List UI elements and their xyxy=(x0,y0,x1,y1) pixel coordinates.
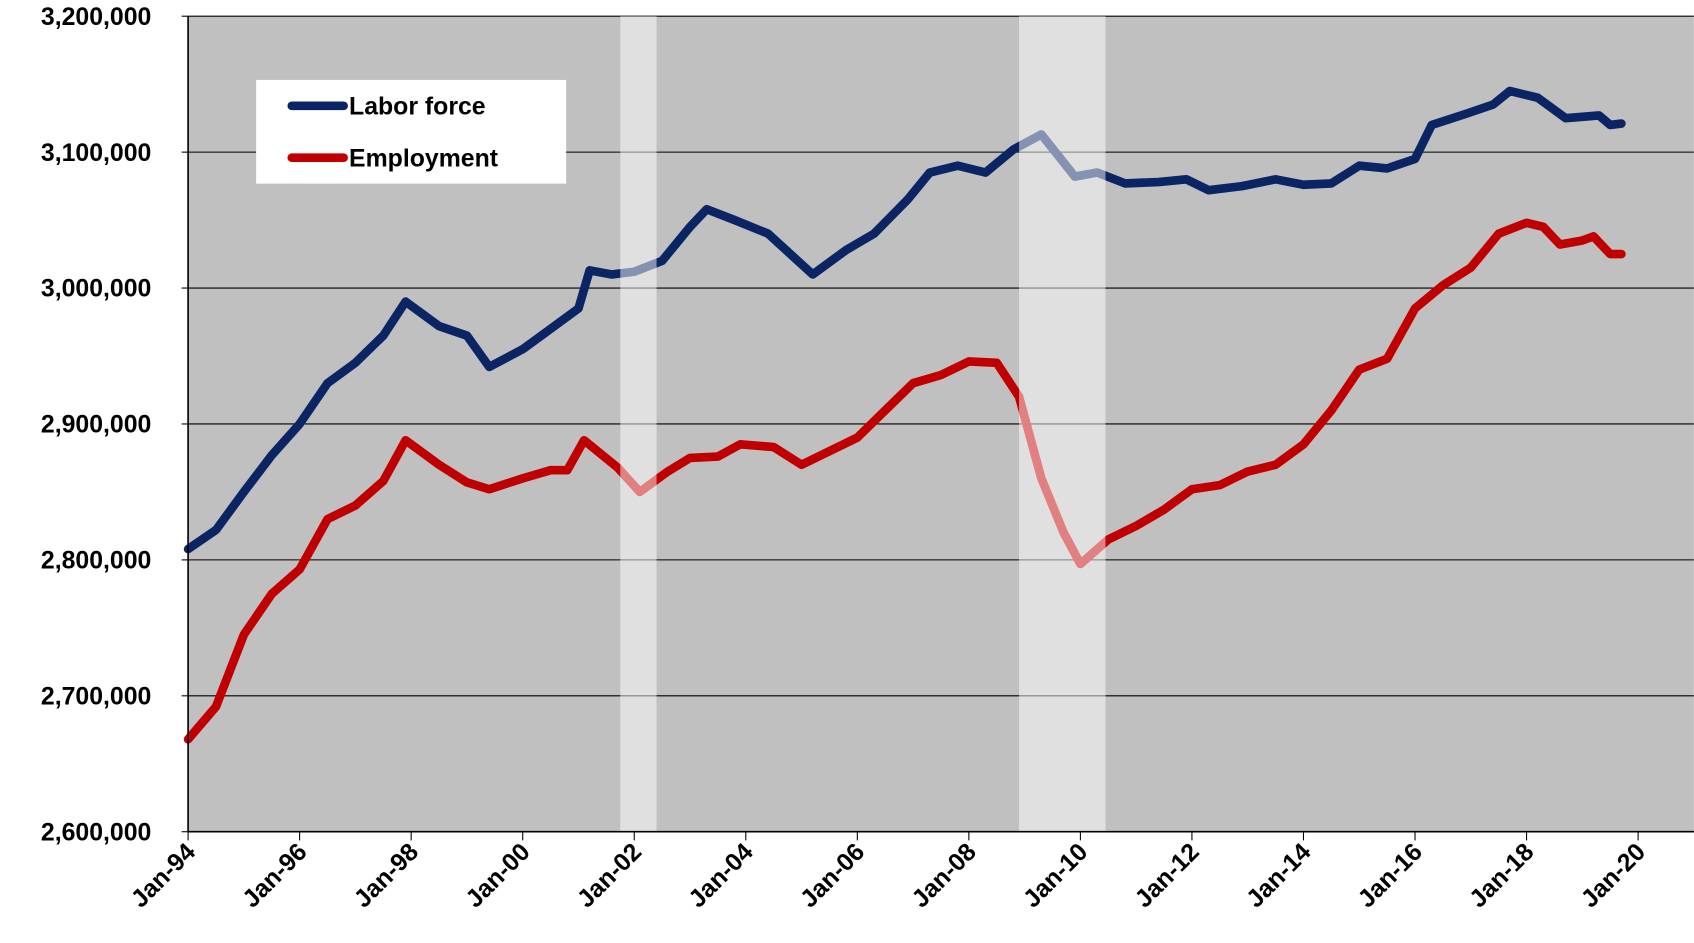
y-tick-label: 2,600,000 xyxy=(41,819,151,846)
y-tick-label: 3,200,000 xyxy=(41,4,151,31)
x-tick-label: Jan-94 xyxy=(126,838,201,913)
x-tick-label: Jan-02 xyxy=(572,838,647,913)
x-tick-label: Jan-12 xyxy=(1130,838,1205,913)
x-tick-label: Jan-98 xyxy=(349,838,424,913)
x-tick-label: Jan-18 xyxy=(1465,838,1540,913)
y-tick-label: 2,700,000 xyxy=(41,683,151,710)
y-tick-label: 2,800,000 xyxy=(41,548,151,575)
legend-label: Labor force xyxy=(349,93,486,120)
x-tick-label: Jan-08 xyxy=(907,838,982,913)
series-line xyxy=(183,86,1626,554)
x-tick-label: Jan-14 xyxy=(1242,838,1317,913)
x-tick-label: Jan-06 xyxy=(795,838,870,913)
x-tick-label: Jan-00 xyxy=(461,838,536,913)
recession-band xyxy=(1019,16,1106,832)
series-line xyxy=(183,218,1626,744)
y-tick-label: 3,100,000 xyxy=(41,140,151,167)
legend-box xyxy=(256,79,567,184)
x-tick-label: Jan-16 xyxy=(1353,838,1428,913)
y-tick-label: 2,900,000 xyxy=(41,412,151,439)
x-tick-label: Jan-10 xyxy=(1019,838,1094,913)
x-tick-label: Jan-96 xyxy=(238,838,313,913)
legend-label: Employment xyxy=(349,145,498,172)
legend: Labor force Employment xyxy=(256,79,567,184)
y-tick-label: 3,000,000 xyxy=(41,276,151,303)
x-tick-label: Jan-04 xyxy=(684,838,759,913)
x-tick-label: Jan-20 xyxy=(1576,838,1651,913)
recession-band xyxy=(620,16,657,832)
